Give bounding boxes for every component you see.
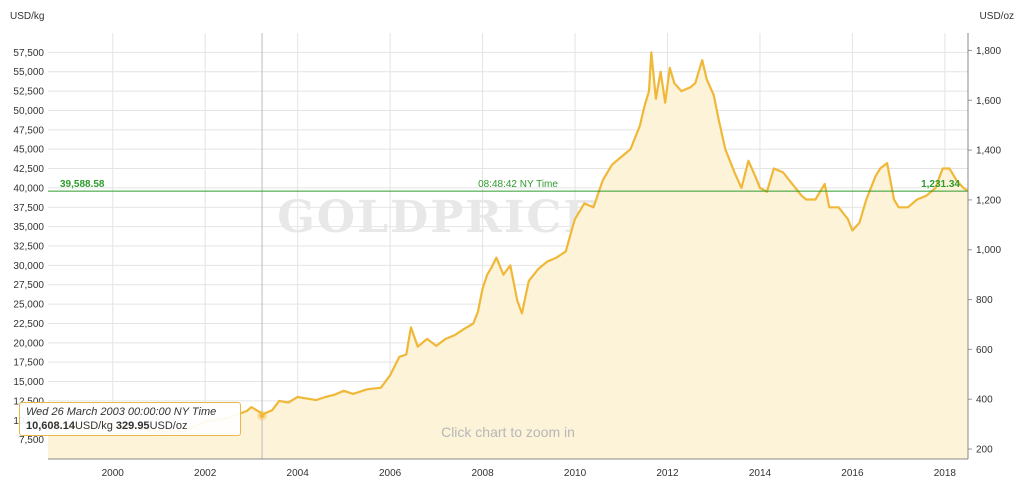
left-tick-label: 47,500 xyxy=(13,125,44,136)
right-tick-label: 1,000 xyxy=(976,245,1001,256)
right-tick-label: 1,600 xyxy=(976,96,1001,107)
tooltip-unit-oz: USD/oz xyxy=(149,420,188,432)
right-tick-label: 1,800 xyxy=(976,46,1001,57)
right-tick-label: 1,200 xyxy=(976,195,1001,206)
left-tick-label: 20,000 xyxy=(13,338,44,349)
x-tick-label: 2008 xyxy=(471,468,494,479)
left-tick-label: 30,000 xyxy=(13,261,44,272)
left-tick-label: 45,000 xyxy=(13,145,44,156)
left-tick-label: 35,000 xyxy=(13,222,44,233)
tooltip-values: 10,608.14USD/kg 329.95USD/oz xyxy=(26,419,234,434)
zoom-hint: Click chart to zoom in xyxy=(441,424,575,440)
right-tick-label: 1,400 xyxy=(976,146,1001,157)
x-tick-label: 2018 xyxy=(934,468,957,479)
x-tick-label: 2010 xyxy=(564,468,587,479)
left-tick-label: 37,500 xyxy=(13,203,44,214)
current-price-line: 39,588.58 08:48:42 NY Time 1,231.34 xyxy=(48,179,968,192)
price-area-fill xyxy=(48,52,968,460)
axes: 7,50010,00012,50015,00017,50020,00022,50… xyxy=(13,33,1001,479)
right-tick-label: 800 xyxy=(976,295,993,306)
hover-tooltip: Wed 26 March 2003 00:00:00 NY Time 10,60… xyxy=(19,402,241,436)
price-area[interactable] xyxy=(47,51,969,460)
left-tick-label: 40,000 xyxy=(13,183,44,194)
x-tick-label: 2004 xyxy=(287,468,310,479)
left-tick-label: 22,500 xyxy=(13,319,44,330)
left-tick-label: 15,000 xyxy=(13,377,44,388)
tooltip-usd-oz: 329.95 xyxy=(115,420,150,432)
tooltip-date: Wed 26 March 2003 00:00:00 NY Time xyxy=(26,406,217,418)
left-tick-label: 52,500 xyxy=(13,87,44,98)
current-price-time: 08:48:42 NY Time xyxy=(478,179,558,190)
right-tick-label: 200 xyxy=(976,445,993,456)
left-tick-label: 57,500 xyxy=(13,48,44,59)
right-axis-unit: USD/oz xyxy=(980,11,1014,22)
grid xyxy=(48,33,968,459)
x-tick-label: 2002 xyxy=(194,468,217,479)
x-tick-label: 2006 xyxy=(379,468,402,479)
left-axis-unit: USD/kg xyxy=(10,11,44,22)
right-tick-label: 600 xyxy=(976,345,993,356)
hover-marker-dot xyxy=(259,413,265,419)
x-tick-label: 2014 xyxy=(749,468,772,479)
x-tick-label: 2000 xyxy=(102,468,125,479)
price-line xyxy=(47,51,969,433)
left-tick-label: 12,500 xyxy=(13,396,44,407)
x-tick-label: 2012 xyxy=(656,468,679,479)
hover-marker xyxy=(257,33,268,459)
left-tick-label: 32,500 xyxy=(13,242,44,253)
left-tick-label: 27,500 xyxy=(13,280,44,291)
left-tick-label: 17,500 xyxy=(13,358,44,369)
current-price-usd-kg: 39,588.58 xyxy=(60,179,105,190)
current-price-usd-oz: 1,231.34 xyxy=(921,179,960,190)
left-tick-label: 55,000 xyxy=(13,67,44,78)
x-tick-label: 2016 xyxy=(841,468,864,479)
right-tick-label: 400 xyxy=(976,395,993,406)
left-tick-label: 25,000 xyxy=(13,300,44,311)
left-tick-label: 42,500 xyxy=(13,164,44,175)
tooltip-unit-kg: USD/kg xyxy=(74,420,113,432)
left-tick-label: 50,000 xyxy=(13,106,44,117)
left-tick-label: 7,500 xyxy=(19,435,44,446)
tooltip-usd-kg: 10,608.14 xyxy=(26,420,75,432)
